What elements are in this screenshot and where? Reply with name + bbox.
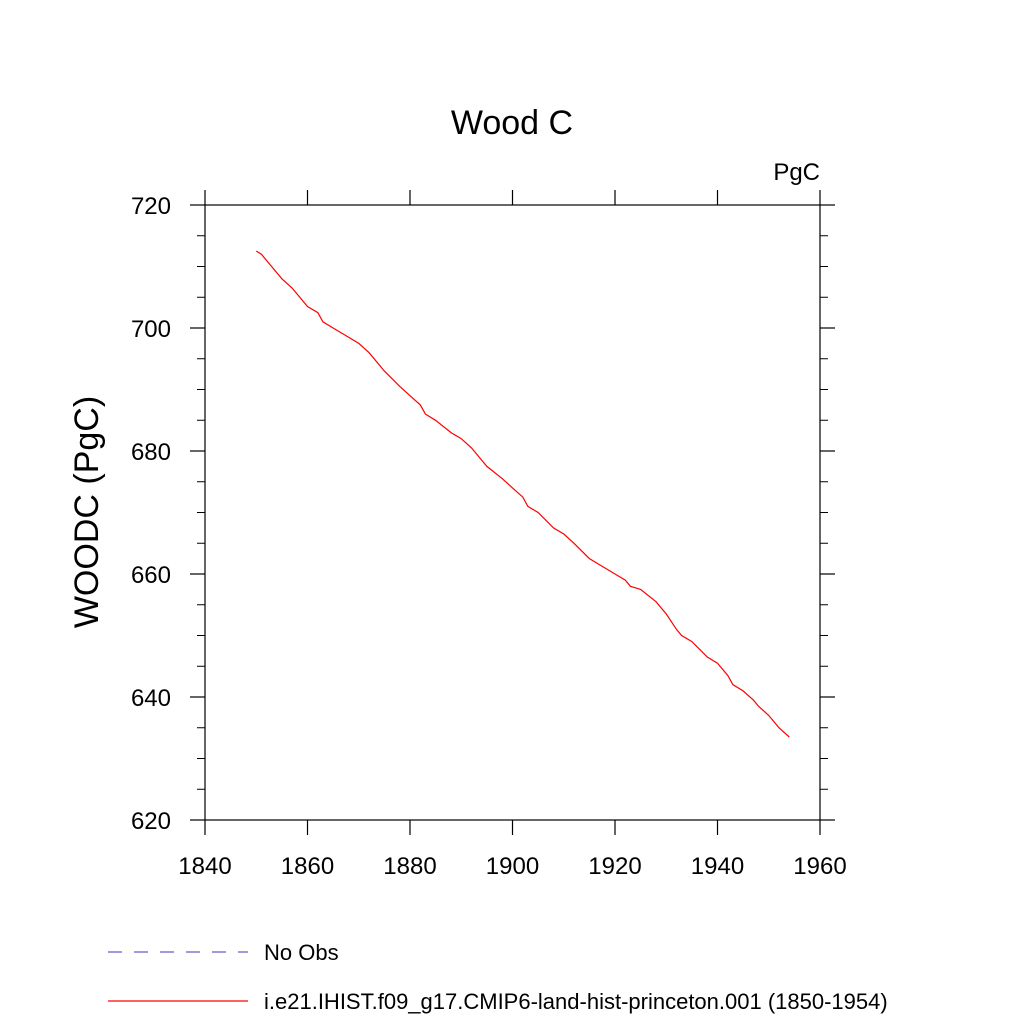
x-tick-label: 1880 — [383, 853, 436, 880]
legend-label: No Obs — [264, 940, 339, 965]
x-tick-label: 1840 — [178, 853, 231, 880]
series-line — [255, 250, 790, 738]
y-tick-label: 660 — [131, 562, 171, 589]
x-tick-label: 1900 — [486, 853, 539, 880]
y-tick-label: 700 — [131, 316, 171, 343]
x-tick-label: 1960 — [793, 853, 846, 880]
y-tick-label: 640 — [131, 685, 171, 712]
legend-label: i.e21.IHIST.f09_g17.CMIP6-land-hist-prin… — [264, 989, 888, 1014]
y-tick-label: 620 — [131, 808, 171, 835]
legend: No Obs i.e21.IHIST.f09_g17.CMIP6-land-his… — [108, 940, 888, 1014]
x-tick-label: 1860 — [281, 853, 334, 880]
plot-frame — [204, 204, 821, 821]
y-axis-label: WOODC (PgC) — [68, 396, 106, 628]
x-tick-label: 1940 — [691, 853, 744, 880]
tick-labels: 1840 1860 1880 1900 1920 1940 1960 620 640 660 680… — [131, 193, 847, 880]
series-layer — [255, 250, 790, 738]
y-tick-label: 720 — [131, 193, 171, 220]
x-tick-label: 1920 — [588, 853, 641, 880]
axis-ticks — [190, 190, 835, 835]
y-tick-label: 680 — [131, 439, 171, 466]
chart-title: Wood C — [451, 104, 573, 142]
units-label: PgC — [773, 159, 820, 186]
